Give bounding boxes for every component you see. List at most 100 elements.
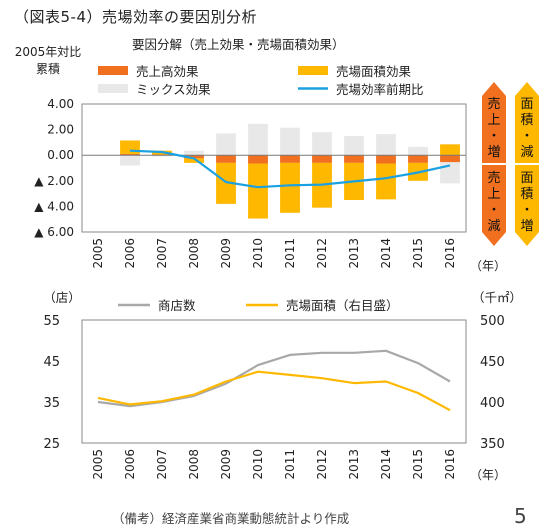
bar-segment [344,155,364,163]
y-tick-label: 2.00 [47,123,74,137]
x-tick-label: 2011 [283,449,297,480]
x-tick-label: 2010 [251,238,265,269]
x-tick-label: 2005 [91,449,105,480]
plot-frame [81,103,467,233]
y-axis-label-line: 2005年対比 [14,45,82,59]
x-tick-label: 2010 [251,449,265,480]
x-tick-label: 2015 [411,449,425,480]
bar-segment [120,155,140,166]
legend-label: 売場面積効果 [336,64,412,79]
series-line [97,349,451,408]
series-line [97,370,451,412]
annotation-char: 増 [487,145,500,160]
x-tick-label: 2011 [283,238,297,269]
bar-segment [184,150,204,156]
annotation-char: 売 [487,96,500,112]
chart-subtitle: 要因分解（売上効果・売場面積効果） [132,37,345,52]
bar-segment [216,155,236,163]
x-unit-label: （年） [470,468,506,482]
bar-segment [280,162,300,213]
y-axis-label: （店） [43,290,81,305]
annotation-char: ・ [487,203,500,218]
bar-segment [120,153,140,156]
annotation-char: 増 [520,219,533,234]
y2-tick-label: 350 [480,437,505,452]
x-tick-label: 2006 [123,238,137,269]
x-tick-label: 2009 [219,449,233,480]
annotation-char: 積 [520,187,533,202]
bar-segment [312,132,332,156]
bar-segment [280,155,300,163]
bar-segment [344,136,364,156]
factor-bar-chart: 4.00 2.00 0.00 ▲ 2.00 ▲ 4.00 ▲ 6.00 2005 2006 20… [34,64,539,273]
x-tick-label: 2013 [347,449,361,480]
figure-title: （図表5-4）売場効率の要因別分析 [14,8,258,26]
y-tick-label: 0.00 [47,148,74,162]
annotation-char: 減 [487,218,500,234]
y-tick-label: 55 [43,314,60,329]
annotation-char: 上 [487,113,500,128]
y2-tick-label: 400 [480,396,505,411]
x-tick-label: 2012 [315,238,329,269]
legend-label: 売場面積（右目盛） [286,298,399,313]
annotation-char: 積 [520,113,533,128]
bar-segment [408,155,428,163]
y2-axis-label: （千㎡） [472,290,522,305]
legend-swatch [98,84,128,93]
x-tick-label: 2008 [187,449,201,480]
x-tick-label: 2013 [347,238,361,269]
bar-segment [184,155,204,159]
y-tick-label: 25 [43,437,60,452]
x-tick-label: 2007 [155,449,169,480]
bar-segment [440,155,460,163]
x-tick-label: 2009 [219,238,233,269]
bar-segment [376,155,396,164]
x-tick-label: 2008 [187,238,201,269]
x-tick-label: 2016 [443,238,457,269]
annotation-char: 面 [520,171,533,186]
legend-label: 売上高効果 [136,64,199,79]
source-note: （備考）経済産業省商業動態統計より作成 [112,511,350,526]
legend-label: 売場効率前期比 [336,82,424,97]
bar-segment [312,155,332,163]
x-tick-label: 2016 [443,449,457,480]
legend-swatch [298,66,328,75]
x-tick-label: 2015 [411,238,425,269]
y-tick-label: ▲ 2.00 [34,174,74,188]
bar-segment [248,123,268,156]
annotation-char: 面 [520,97,533,112]
annotation-char: 売 [487,170,500,186]
x-tick-label: 2012 [315,449,329,480]
x-tick-label: 2007 [155,238,169,269]
y2-tick-label: 500 [480,314,505,329]
plot-frame [81,319,467,444]
annotation-char: ・ [520,203,533,218]
page-number: 5 [514,504,527,528]
bar-segment [248,163,268,219]
y-tick-label: 4.00 [47,97,74,111]
y-axis-label: 2005年対比 累積 [2,44,94,78]
legend-label: 商店数 [158,298,196,313]
bar-segment [216,162,236,204]
efficiency-line [129,149,451,189]
bar-segment [376,163,396,200]
y-axis-label-line: 累積 [35,62,60,76]
annotation-char: ・ [520,129,533,144]
x-tick-label: 2014 [379,238,393,269]
y-tick-label: 35 [43,396,60,411]
bar-segment [248,155,268,164]
bar-segment [216,133,236,156]
annotation-char: 上 [487,187,500,202]
annotation-char: ・ [487,129,500,144]
x-unit-label: （年） [470,259,506,273]
bar-segment [152,155,172,157]
y2-tick-label: 450 [480,355,505,370]
bar-segment [440,144,460,156]
bar-segment [376,134,396,156]
y-tick-label: ▲ 6.00 [34,225,74,239]
y-tick-label: ▲ 4.00 [34,199,74,213]
annotation-char: 減 [520,144,533,160]
x-tick-label: 2014 [379,449,393,480]
x-tick-label: 2005 [91,238,105,269]
